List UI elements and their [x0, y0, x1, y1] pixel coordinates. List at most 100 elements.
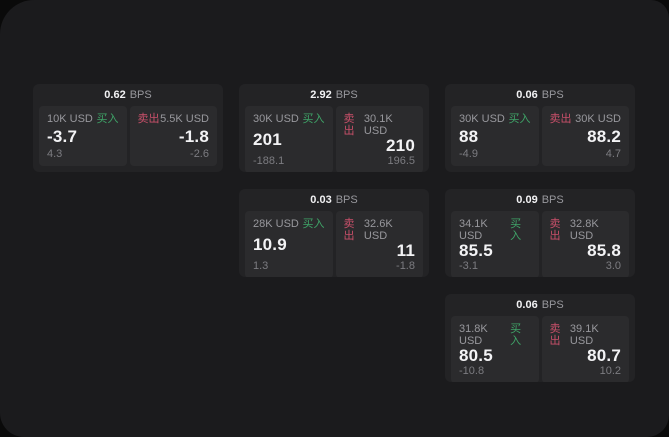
buy-size-label: 34.1K USD	[459, 218, 488, 242]
sell-cell[interactable]: 卖出 39.1K USD 80.7 10.2	[541, 316, 629, 382]
sell-size-label: 32.8K USD	[569, 218, 599, 242]
buy-price: 88	[459, 126, 479, 146]
buy-delta: 4.3	[47, 148, 63, 160]
quote-card: 0.03 BPS 28K USD 买入 10.9 1.3 卖出 32.6K US…	[239, 189, 429, 277]
buy-delta: -188.1	[253, 155, 285, 167]
buy-cell[interactable]: 31.8K USD 买入 80.5 -10.8	[451, 316, 539, 382]
quote-card: 0.06 BPS 31.8K USD 买入 80.5 -10.8 卖出 39.1…	[445, 294, 635, 382]
buy-price: -3.7	[47, 126, 78, 146]
sell-delta: 196.5	[387, 155, 415, 167]
sell-cell[interactable]: 卖出 32.8K USD 85.8 3.0	[541, 211, 629, 277]
sell-size-label: 39.1K USD	[569, 323, 599, 347]
buy-cell[interactable]: 28K USD 买入 10.9 1.3	[245, 211, 333, 277]
buy-cell-top: 28K USD 买入	[253, 218, 325, 230]
buy-size-label: 10K USD	[47, 113, 93, 125]
sell-size-label: 30.1K USD	[363, 113, 393, 137]
buy-delta: -10.8	[459, 365, 485, 377]
quote-card-body: 10K USD 买入 -3.7 4.3 卖出 5.5K USD -1.8 -2.…	[33, 106, 223, 172]
sell-delta: 10.2	[599, 365, 621, 377]
sell-side-label: 卖出	[137, 113, 160, 125]
buy-cell-top: 31.8K USD 买入	[459, 323, 531, 347]
buy-size-label: 31.8K USD	[459, 323, 488, 347]
sell-price: 11	[396, 241, 415, 260]
buy-cell[interactable]: 30K USD 买入 201 -188.1	[245, 106, 333, 172]
quote-card-body: 34.1K USD 买入 85.5 -3.1 卖出 32.8K USD 85.8…	[445, 211, 635, 277]
sell-delta: 3.0	[605, 260, 621, 272]
buy-size-label: 30K USD	[253, 113, 299, 125]
buy-price: 201	[253, 130, 282, 149]
bps-unit: BPS	[335, 194, 358, 206]
bps-value: 0.06	[516, 89, 538, 101]
buy-side-label: 买入	[510, 218, 522, 242]
quote-card: 0.06 BPS 30K USD 买入 88 -4.9 卖出 30K USD 8…	[445, 84, 635, 172]
sell-delta: -1.8	[396, 260, 415, 272]
bps-unit: BPS	[541, 89, 564, 101]
sell-price: 85.8	[587, 241, 621, 260]
buy-cell[interactable]: 30K USD 买入 88 -4.9	[451, 106, 539, 166]
buy-delta: 1.3	[253, 260, 269, 272]
sell-size-label: 5.5K USD	[160, 113, 209, 125]
bps-unit: BPS	[129, 89, 152, 101]
sell-cell-top: 卖出 30.1K USD	[344, 113, 416, 137]
bps-value: 0.09	[516, 194, 538, 206]
buy-side-label: 买入	[96, 113, 119, 125]
sell-cell[interactable]: 卖出 30K USD 88.2 4.7	[541, 106, 629, 166]
buy-delta: -3.1	[459, 260, 478, 272]
bps-header: 0.06 BPS	[445, 294, 635, 316]
bps-header: 0.62 BPS	[33, 84, 223, 106]
buy-delta: -4.9	[459, 148, 478, 160]
bps-header: 0.03 BPS	[239, 189, 429, 211]
bps-unit: BPS	[541, 194, 564, 206]
sell-price: 80.7	[587, 346, 621, 365]
quote-card-body: 31.8K USD 买入 80.5 -10.8 卖出 39.1K USD 80.…	[445, 316, 635, 382]
bps-value: 0.62	[104, 89, 126, 101]
sell-size-label: 32.6K USD	[363, 218, 393, 242]
sell-size-label: 30K USD	[575, 113, 621, 125]
quotes-grid: 0.62 BPS 10K USD 买入 -3.7 4.3 卖出 5.5K USD…	[33, 84, 635, 382]
buy-side-label: 买入	[510, 323, 522, 347]
sell-cell-top: 卖出 30K USD	[550, 113, 622, 125]
bps-unit: BPS	[541, 299, 564, 311]
quote-card-body: 30K USD 买入 201 -188.1 卖出 30.1K USD 210 1…	[239, 106, 429, 172]
bps-value: 0.03	[310, 194, 332, 206]
quote-card: 0.62 BPS 10K USD 买入 -3.7 4.3 卖出 5.5K USD…	[33, 84, 223, 172]
sell-price: -1.8	[178, 126, 209, 146]
sell-side-label: 卖出	[549, 113, 572, 125]
sell-side-label: 卖出	[343, 113, 355, 137]
sell-cell-top: 卖出 39.1K USD	[550, 323, 622, 347]
sell-cell[interactable]: 卖出 32.6K USD 11 -1.8	[335, 211, 423, 277]
buy-size-label: 28K USD	[253, 218, 299, 230]
sell-side-label: 卖出	[549, 218, 561, 242]
sell-delta: 4.7	[605, 148, 621, 160]
buy-cell[interactable]: 34.1K USD 买入 85.5 -3.1	[451, 211, 539, 277]
bps-value: 0.06	[516, 299, 538, 311]
buy-cell-top: 10K USD 买入	[47, 113, 119, 125]
sell-cell-top: 卖出 32.6K USD	[344, 218, 416, 242]
buy-cell-top: 34.1K USD 买入	[459, 218, 531, 242]
sell-side-label: 卖出	[343, 218, 355, 242]
sell-cell-top: 卖出 5.5K USD	[138, 113, 210, 125]
sell-cell[interactable]: 卖出 30.1K USD 210 196.5	[335, 106, 423, 172]
bps-header: 0.06 BPS	[445, 84, 635, 106]
sell-side-label: 卖出	[549, 323, 561, 347]
buy-size-label: 30K USD	[459, 113, 505, 125]
sell-cell-top: 卖出 32.8K USD	[550, 218, 622, 242]
sell-delta: -2.6	[190, 148, 209, 160]
bps-unit: BPS	[335, 89, 358, 101]
sell-price: 88.2	[587, 126, 621, 146]
quote-card: 2.92 BPS 30K USD 买入 201 -188.1 卖出 30.1K …	[239, 84, 429, 172]
buy-cell[interactable]: 10K USD 买入 -3.7 4.3	[39, 106, 127, 166]
quote-card-body: 28K USD 买入 10.9 1.3 卖出 32.6K USD 11 -1.8	[239, 211, 429, 277]
buy-cell-top: 30K USD 买入	[253, 113, 325, 125]
quote-card-body: 30K USD 买入 88 -4.9 卖出 30K USD 88.2 4.7	[445, 106, 635, 172]
buy-side-label: 买入	[302, 218, 325, 230]
quote-card: 0.09 BPS 34.1K USD 买入 85.5 -3.1 卖出 32.8K…	[445, 189, 635, 277]
sell-cell[interactable]: 卖出 5.5K USD -1.8 -2.6	[129, 106, 217, 166]
buy-side-label: 买入	[508, 113, 531, 125]
sell-price: 210	[386, 136, 415, 155]
buy-price: 10.9	[253, 235, 287, 254]
bps-value: 2.92	[310, 89, 332, 101]
buy-price: 85.5	[459, 241, 493, 260]
